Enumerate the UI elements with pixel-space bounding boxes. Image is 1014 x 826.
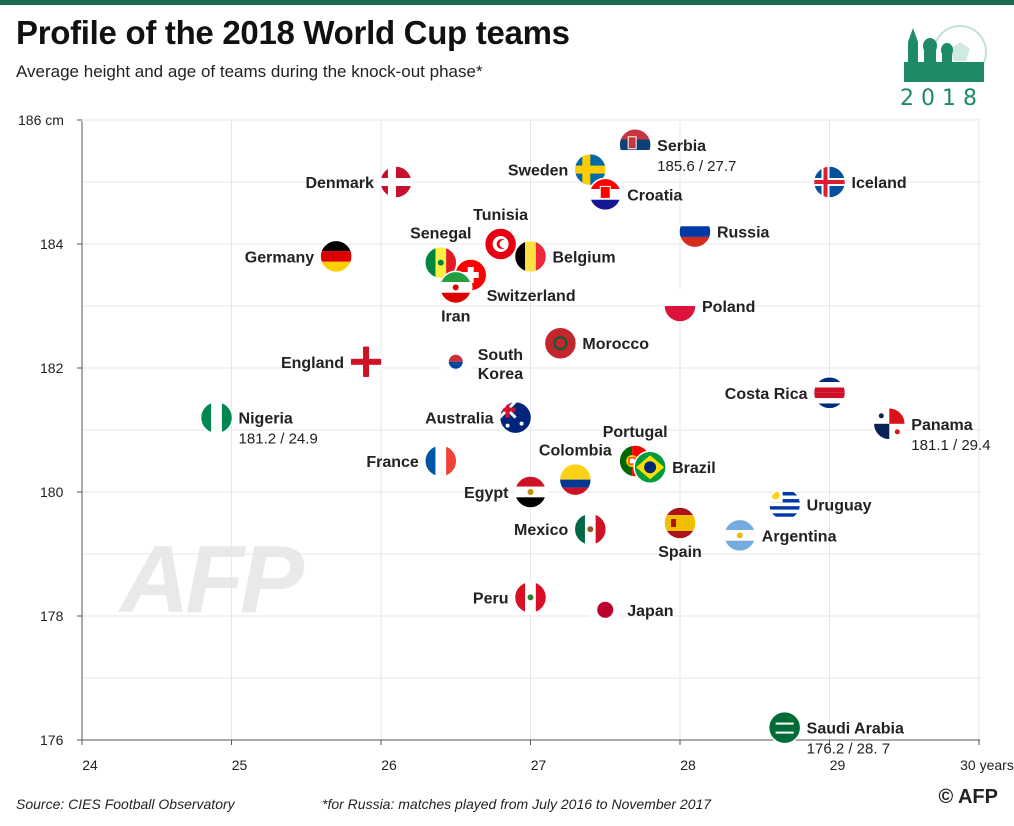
- point-label: Tunisia: [473, 207, 528, 224]
- flag-point-germany: [319, 239, 353, 274]
- point-label: France: [366, 454, 419, 471]
- world-cup-logo: [904, 25, 987, 82]
- flag-point-uruguay: [767, 487, 802, 522]
- flag-point-croatia: [588, 177, 622, 212]
- flag-point-iceland: [812, 165, 847, 199]
- footnote: *for Russia: matches played from July 20…: [322, 796, 712, 812]
- flag-point-japan: [588, 593, 622, 627]
- x-tick-label: 28: [680, 757, 696, 773]
- point-label: Iran: [441, 308, 470, 325]
- point-label: Senegal: [410, 226, 471, 243]
- y-tick-label: 178: [40, 608, 64, 624]
- point-value: 185.6 / 27.7: [657, 158, 736, 175]
- point-label: Costa Rica: [725, 386, 808, 403]
- point-label: Colombia: [539, 443, 612, 460]
- point-label: Australia: [425, 411, 494, 428]
- flag-point-brazil: [633, 450, 667, 484]
- flag-point-england: [349, 345, 383, 379]
- x-tick-label: 26: [381, 757, 397, 773]
- flag-point-serbia: [618, 128, 652, 162]
- flag-point-france: [424, 444, 458, 478]
- flag-point-nigeria: [199, 400, 234, 435]
- point-label: Poland: [702, 299, 755, 316]
- x-tick-label: 25: [232, 757, 248, 773]
- afp-credit: © AFP: [938, 786, 998, 808]
- x-tick-label: 24: [82, 757, 98, 773]
- point-label: Serbia: [657, 138, 706, 155]
- top-accent-bar: [0, 0, 1014, 5]
- flag-point-morocco: [543, 326, 578, 360]
- point-label: Germany: [245, 249, 314, 266]
- y-tick-label: 186 cm: [18, 112, 64, 128]
- flag-point-iran: [439, 270, 473, 305]
- flag-point-egypt: [513, 475, 548, 509]
- x-tick-label: 27: [531, 757, 547, 773]
- point-value: 181.1 / 29.4: [911, 437, 990, 454]
- logo-year: 2018: [900, 86, 984, 111]
- chart-axes: 176 178 180 182 184 186 cm 24 25 26 27 28 29 30 year…: [18, 112, 1014, 773]
- point-label: Egypt: [464, 485, 509, 502]
- point-label: Mexico: [514, 522, 568, 539]
- point-label: Panama: [911, 417, 972, 434]
- point-label: Russia: [717, 225, 770, 242]
- flag-point-denmark: [379, 165, 413, 199]
- flag-point-spain: [663, 506, 697, 540]
- flag-point-argentina: [723, 518, 757, 553]
- flag-point-tunisia: [483, 227, 518, 261]
- point-label: Saudi Arabia: [807, 721, 904, 738]
- afp-watermark: AFP: [120, 526, 304, 633]
- x-tick-label: 30 years: [960, 757, 1014, 773]
- flag-point-senegal: [424, 245, 458, 280]
- point-label: Uruguay: [807, 497, 872, 514]
- flag-point-costarica: [812, 376, 847, 410]
- flag-point-poland: [663, 289, 697, 323]
- point-value: 176.2 / 28. 7: [807, 741, 890, 758]
- point-label: Denmark: [305, 175, 374, 192]
- x-tick-label: 29: [830, 757, 846, 773]
- point-label: South: [478, 347, 523, 364]
- point-label: Iceland: [852, 175, 907, 192]
- point-label: Brazil: [672, 460, 716, 477]
- flag-point-colombia: [558, 462, 593, 497]
- point-label: Spain: [658, 544, 702, 561]
- page-title: Profile of the 2018 World Cup teams: [16, 14, 570, 51]
- point-label: Sweden: [508, 163, 568, 180]
- point-value: 181.2 / 24.9: [239, 431, 318, 448]
- point-label: Nigeria: [239, 411, 293, 428]
- flag-point-saudi: [767, 710, 802, 745]
- point-label: Belgium: [553, 249, 616, 266]
- point-label: Portugal: [603, 424, 668, 441]
- point-label: Korea: [478, 366, 523, 383]
- flag-point-peru: [513, 580, 548, 615]
- y-tick-label: 182: [40, 360, 64, 376]
- y-tick-label: 184: [40, 236, 64, 252]
- point-label: Croatia: [627, 187, 682, 204]
- flag-point-korea: [439, 345, 473, 379]
- flag-point-belgium: [513, 239, 548, 274]
- point-label: Japan: [627, 603, 673, 620]
- chart-points: Serbia 185.6 / 27.7 Sweden Croatia Iceland De…: [199, 128, 991, 758]
- y-tick-label: 180: [40, 484, 64, 500]
- point-label: Peru: [473, 590, 509, 607]
- y-tick-label: 176: [40, 732, 64, 748]
- flag-point-australia: [498, 400, 533, 435]
- flag-point-mexico: [573, 512, 608, 546]
- point-label: Morocco: [582, 336, 649, 353]
- point-label: Switzerland: [487, 288, 576, 305]
- flag-point-panama: [872, 407, 907, 441]
- point-label: England: [281, 355, 344, 372]
- point-label: Argentina: [762, 528, 837, 545]
- flag-point-russia: [678, 214, 712, 249]
- source-note: Source: CIES Football Observatory: [16, 796, 235, 812]
- page-subtitle: Average height and age of teams during t…: [16, 62, 483, 81]
